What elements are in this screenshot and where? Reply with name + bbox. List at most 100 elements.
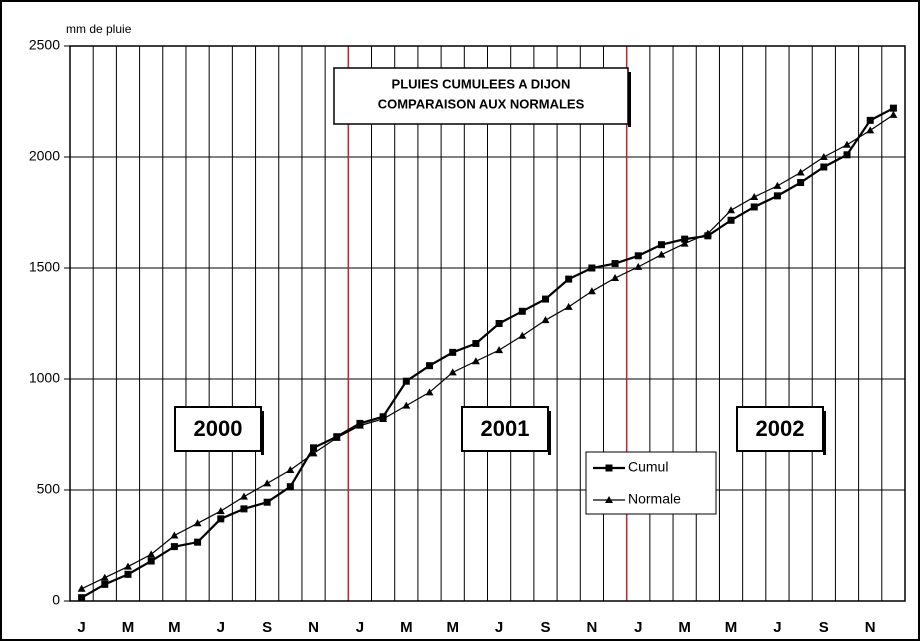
y-tick-label: 2500 — [29, 37, 60, 53]
point — [239, 492, 248, 500]
point — [426, 362, 434, 370]
point — [564, 302, 573, 310]
point — [170, 531, 179, 539]
series-line — [81, 114, 894, 590]
x-tick-label: M — [400, 619, 413, 636]
point — [193, 519, 202, 527]
point — [819, 153, 828, 160]
annotation-shadow — [548, 411, 551, 455]
point — [634, 252, 642, 260]
series-line — [81, 107, 894, 599]
point — [773, 181, 782, 189]
annotation: 2001 — [481, 416, 530, 441]
point — [750, 192, 759, 200]
x-tick-label: N — [865, 619, 876, 636]
x-tick-label: M — [446, 619, 459, 636]
x-tick-label: S — [819, 619, 829, 636]
point — [286, 483, 294, 491]
point — [565, 275, 573, 283]
x-tick-label: M — [725, 619, 738, 636]
point — [310, 444, 318, 452]
point — [866, 126, 875, 134]
annotation: 2000 — [194, 416, 243, 441]
point — [541, 295, 549, 303]
point — [681, 235, 689, 243]
point — [587, 287, 596, 295]
y-tick-label: 500 — [37, 481, 61, 497]
point — [216, 507, 225, 515]
point — [101, 580, 109, 588]
point — [286, 466, 295, 474]
legend-label: Cumul — [628, 459, 668, 475]
point — [170, 543, 178, 551]
annotation-box — [736, 406, 824, 452]
point — [147, 550, 156, 558]
point — [240, 505, 248, 513]
point — [797, 179, 805, 187]
point — [123, 562, 132, 570]
point — [471, 357, 480, 365]
point — [727, 216, 735, 224]
y-tick-label: 0 — [52, 592, 60, 608]
point — [611, 273, 620, 281]
annotation-shadow — [261, 411, 264, 455]
legend-box — [585, 451, 717, 515]
point — [611, 260, 619, 268]
x-tick-label: S — [540, 619, 550, 636]
y-tick-label: 1500 — [29, 259, 60, 275]
point — [425, 388, 434, 396]
point — [727, 206, 736, 214]
point — [472, 339, 480, 347]
point — [796, 168, 805, 176]
point — [355, 421, 364, 429]
title-shadow — [628, 72, 631, 127]
x-tick-label: J — [634, 619, 642, 636]
point — [495, 346, 504, 354]
point — [263, 498, 271, 506]
point — [889, 104, 897, 112]
x-tick-label: J — [217, 619, 225, 636]
point — [866, 116, 874, 124]
point — [889, 110, 898, 118]
point — [773, 192, 781, 200]
x-tick-label: M — [122, 619, 135, 636]
point — [332, 433, 341, 441]
point — [843, 140, 852, 148]
point — [147, 557, 155, 565]
chart-title: COMPARAISON AUX NORMALES — [378, 96, 585, 111]
annotation-shadow — [823, 411, 826, 455]
point — [634, 262, 643, 270]
point — [379, 414, 388, 422]
annotation: 2002 — [756, 416, 805, 441]
point — [657, 241, 665, 249]
point — [843, 151, 851, 159]
point — [541, 316, 550, 324]
x-tick-label: M — [678, 619, 691, 636]
point — [217, 515, 225, 523]
point — [518, 307, 526, 315]
x-tick-label: S — [262, 619, 272, 636]
x-tick-label: J — [77, 619, 85, 636]
x-tick-label: J — [495, 619, 503, 636]
legend-label: Normale — [628, 491, 681, 507]
x-tick-label: M — [168, 619, 181, 636]
point — [680, 239, 689, 247]
point — [703, 229, 712, 237]
annotation-box — [174, 406, 262, 452]
chart-title: PLUIES CUMULEES A DIJON — [392, 76, 571, 91]
point — [100, 573, 109, 581]
point — [402, 401, 411, 409]
point — [448, 368, 457, 376]
point — [402, 377, 410, 385]
point — [495, 320, 503, 327]
point — [518, 331, 527, 339]
point — [78, 594, 86, 602]
x-tick-label: J — [773, 619, 781, 636]
plot-border — [69, 45, 906, 602]
legend-marker — [605, 464, 613, 472]
point — [588, 264, 596, 272]
point — [124, 570, 132, 578]
point — [77, 584, 86, 592]
point — [657, 250, 666, 258]
